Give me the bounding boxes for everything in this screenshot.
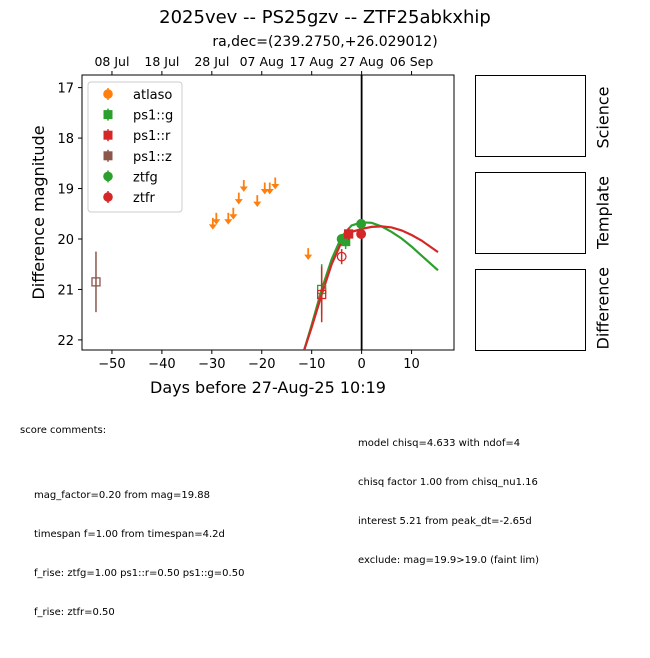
x-tick-label: 10 bbox=[403, 357, 420, 372]
x-tick-label: −50 bbox=[98, 357, 125, 372]
y-tick-label: 22 bbox=[57, 334, 74, 349]
model-curve-ztfg bbox=[303, 221, 439, 350]
model-comments: model chisq=4.633 with ndof=4 chisq fact… bbox=[358, 411, 539, 580]
y-tick-label: 19 bbox=[57, 183, 74, 198]
top-tick-label: 08 Jul bbox=[94, 54, 129, 69]
top-tick-label: 06 Sep bbox=[390, 54, 434, 69]
model-curve-ztfr bbox=[303, 225, 439, 350]
top-tick-label: 28 Jul bbox=[194, 54, 229, 69]
score-comments: score comments: mag_factor=0.20 from mag… bbox=[20, 398, 244, 658]
point-ps1r bbox=[317, 289, 327, 300]
top-tick-label: 27 Aug bbox=[339, 54, 383, 69]
legend-label: atlaso bbox=[133, 88, 172, 103]
difference-panel bbox=[475, 269, 586, 351]
legend-marker bbox=[103, 151, 113, 161]
plot-frame bbox=[81, 74, 455, 351]
y-axis-label: Difference magnitude bbox=[29, 125, 48, 299]
legend-marker bbox=[103, 130, 113, 140]
upper-limit-arrow bbox=[253, 201, 262, 207]
x-tick-label: −10 bbox=[298, 357, 325, 372]
top-tick-label: 17 Aug bbox=[290, 54, 334, 69]
point-ztfr bbox=[356, 228, 367, 239]
template-panel bbox=[475, 172, 586, 254]
upper-limit-arrow bbox=[224, 219, 233, 225]
legend-label: ztfg bbox=[133, 170, 158, 185]
x-tick-label: −40 bbox=[148, 357, 175, 372]
legend-marker bbox=[103, 89, 113, 99]
difference-label: Difference bbox=[593, 267, 613, 350]
y-tick-label: 18 bbox=[57, 132, 74, 147]
upper-limit-arrow bbox=[304, 254, 313, 260]
x-axis-label: Days before 27-Aug-25 10:19 bbox=[150, 378, 386, 397]
legend-marker bbox=[103, 110, 113, 120]
legend-label: ps1::g bbox=[133, 109, 173, 124]
upper-limit-arrow bbox=[234, 199, 243, 205]
upper-limit-arrow bbox=[239, 186, 248, 192]
upper-limit-arrow bbox=[271, 183, 280, 190]
chart-subtitle: ra,dec=(239.2750,+26.029012) bbox=[212, 34, 438, 50]
top-tick-label: 07 Aug bbox=[240, 54, 284, 69]
comment-line: f_rise: ztfg=1.00 ps1::r=0.50 ps1::g=0.5… bbox=[34, 568, 245, 579]
y-tick-label: 21 bbox=[57, 283, 74, 298]
comment-line: mag_factor=0.20 from mag=19.88 bbox=[34, 490, 211, 501]
comment-line: exclude: mag=19.9>19.0 (faint lim) bbox=[358, 555, 540, 566]
x-tick-label: 0 bbox=[357, 357, 365, 372]
legend-marker bbox=[103, 192, 113, 202]
legend-label: ps1::r bbox=[133, 129, 171, 144]
upper-limit-arrow bbox=[260, 189, 269, 195]
science-panel bbox=[475, 75, 586, 157]
comment-line: model chisq=4.633 with ndof=4 bbox=[358, 438, 521, 449]
point-ps1r bbox=[343, 229, 354, 239]
upper-limit-arrow bbox=[265, 189, 274, 195]
comment-line: interest 5.21 from peak_dt=-2.65d bbox=[358, 516, 532, 527]
comment-line: chisq factor 1.00 from chisq_nu1.16 bbox=[358, 477, 538, 488]
upper-limit-arrow bbox=[229, 214, 238, 220]
y-tick-label: 17 bbox=[57, 82, 74, 97]
x-tick-label: −30 bbox=[198, 357, 225, 372]
point-ztfr bbox=[336, 251, 347, 262]
comment-line: timespan f=1.00 from timespan=4.2d bbox=[34, 529, 225, 540]
lightcurve-chart: −50 −40 −30 −20 −10 0 10 08 Jul 18 Jul 28 Jul 07 A… bbox=[29, 54, 455, 397]
point-ps1z bbox=[91, 277, 101, 287]
score-comments-header: score comments: bbox=[20, 425, 107, 436]
science-label: Science bbox=[593, 86, 613, 149]
y-tick-label: 20 bbox=[57, 233, 74, 248]
chart-title: 2025vev -- PS25gzv -- ZTF25abkxhip bbox=[159, 7, 491, 28]
comment-line: f_rise: ztfr=0.50 bbox=[34, 607, 115, 618]
upper-limit-arrow bbox=[208, 224, 217, 230]
upper-limit-arrow bbox=[212, 219, 221, 225]
top-tick-label: 18 Jul bbox=[144, 54, 179, 69]
point-ztfg bbox=[356, 218, 367, 229]
x-tick-label: −20 bbox=[248, 357, 275, 372]
legend-marker bbox=[103, 171, 113, 182]
template-label: Template bbox=[593, 176, 613, 250]
legend-label: ztfr bbox=[133, 191, 155, 206]
legend-label: ps1::z bbox=[133, 150, 172, 165]
